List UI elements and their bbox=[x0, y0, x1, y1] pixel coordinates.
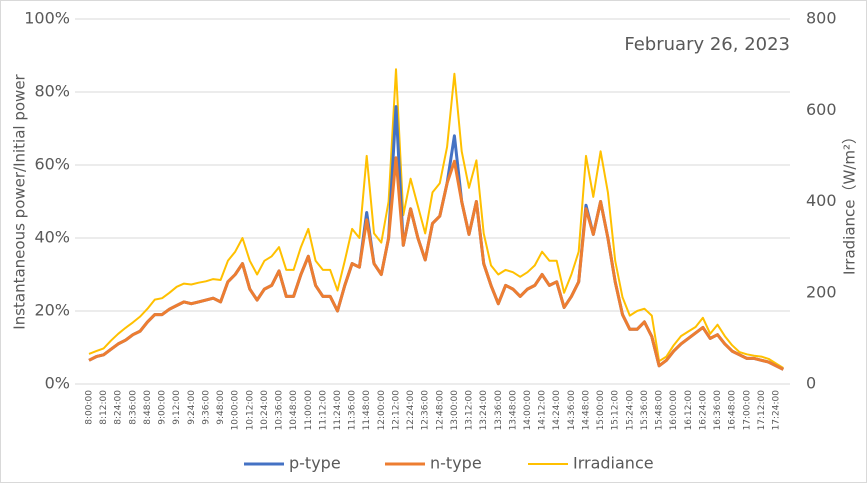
x-tick-label: 17:24:00 bbox=[772, 390, 782, 431]
x-tick-label: 12:00:00 bbox=[377, 390, 387, 431]
x-tick-label: 17:12:00 bbox=[757, 390, 767, 431]
x-tick-label: 9:00:00 bbox=[158, 390, 168, 425]
legend-label: n-type bbox=[430, 454, 482, 473]
x-tick-label: 14:24:00 bbox=[552, 390, 562, 431]
y-tick-label: 80% bbox=[34, 82, 70, 101]
x-tick-label: 11:36:00 bbox=[348, 390, 358, 431]
x-tick-label: 10:48:00 bbox=[289, 390, 299, 431]
x-tick-label: 14:48:00 bbox=[581, 390, 591, 431]
x-tick-label: 13:24:00 bbox=[479, 390, 489, 431]
y2-tick-label: 600 bbox=[806, 100, 837, 119]
x-tick-label: 11:00:00 bbox=[304, 390, 314, 431]
x-tick-label: 15:36:00 bbox=[640, 390, 650, 431]
y-tick-label: 0% bbox=[45, 374, 70, 393]
x-tick-label: 9:48:00 bbox=[216, 390, 226, 425]
legend-label: Irradiance bbox=[573, 454, 654, 473]
x-tick-label: 8:48:00 bbox=[143, 390, 153, 425]
y-tick-label: 20% bbox=[34, 301, 70, 320]
x-tick-label: 10:24:00 bbox=[260, 390, 270, 431]
legend-label: p-type bbox=[289, 454, 341, 473]
y-axis-title: Instantaneous power/Initial power bbox=[11, 73, 29, 329]
x-tick-label: 9:12:00 bbox=[172, 390, 182, 425]
y-tick-label: 60% bbox=[34, 155, 70, 174]
x-tick-label: 14:36:00 bbox=[567, 390, 577, 431]
x-tick-label: 10:00:00 bbox=[231, 390, 241, 431]
y-tick-label: 40% bbox=[34, 228, 70, 247]
x-tick-label: 12:48:00 bbox=[435, 390, 445, 431]
x-tick-label: 15:24:00 bbox=[625, 390, 635, 431]
x-tick-label: 14:00:00 bbox=[523, 390, 533, 431]
x-tick-label: 13:12:00 bbox=[465, 390, 475, 431]
x-tick-label: 16:12:00 bbox=[684, 390, 694, 431]
series-line bbox=[88, 68, 784, 369]
x-tick-label: 8:36:00 bbox=[128, 390, 138, 425]
y2-tick-label: 0 bbox=[806, 374, 816, 393]
series-line bbox=[88, 156, 784, 371]
x-tick-label: 15:48:00 bbox=[655, 390, 665, 431]
x-tick-label: 8:12:00 bbox=[99, 390, 109, 425]
y2-tick-label: 800 bbox=[806, 9, 837, 28]
x-tick-label: 15:00:00 bbox=[596, 390, 606, 431]
x-tick-label: 11:48:00 bbox=[362, 390, 372, 431]
x-tick-label: 8:00:00 bbox=[85, 390, 95, 425]
x-tick-label: 12:12:00 bbox=[391, 390, 401, 431]
x-tick-label: 9:24:00 bbox=[187, 390, 197, 425]
x-tick-label: 11:24:00 bbox=[333, 390, 343, 431]
x-tick-label: 16:36:00 bbox=[713, 390, 723, 431]
x-tick-label: 12:36:00 bbox=[421, 390, 431, 431]
x-tick-label: 13:36:00 bbox=[494, 390, 504, 431]
x-tick-label: 16:48:00 bbox=[728, 390, 738, 431]
x-tick-label: 10:12:00 bbox=[245, 390, 255, 431]
y-tick-label: 100% bbox=[24, 9, 70, 28]
x-tick-label: 11:12:00 bbox=[318, 390, 328, 431]
x-tick-label: 13:00:00 bbox=[450, 390, 460, 431]
y2-tick-label: 400 bbox=[806, 191, 837, 210]
x-tick-label: 14:12:00 bbox=[538, 390, 548, 431]
x-tick-label: 16:24:00 bbox=[698, 390, 708, 431]
x-tick-label: 13:48:00 bbox=[508, 390, 518, 431]
y2-tick-label: 200 bbox=[806, 282, 837, 301]
x-tick-label: 12:24:00 bbox=[406, 390, 416, 431]
x-tick-label: 16:00:00 bbox=[669, 390, 679, 431]
annotation: February 26, 2023 bbox=[624, 34, 790, 55]
x-tick-label: 17:00:00 bbox=[742, 390, 752, 431]
x-tick-label: 8:24:00 bbox=[114, 390, 124, 425]
y2-axis-title: Irradiance（W/m²） bbox=[841, 129, 859, 275]
x-tick-label: 15:12:00 bbox=[611, 390, 621, 431]
x-tick-label: 10:36:00 bbox=[275, 390, 285, 431]
x-tick-label: 9:36:00 bbox=[201, 390, 211, 425]
